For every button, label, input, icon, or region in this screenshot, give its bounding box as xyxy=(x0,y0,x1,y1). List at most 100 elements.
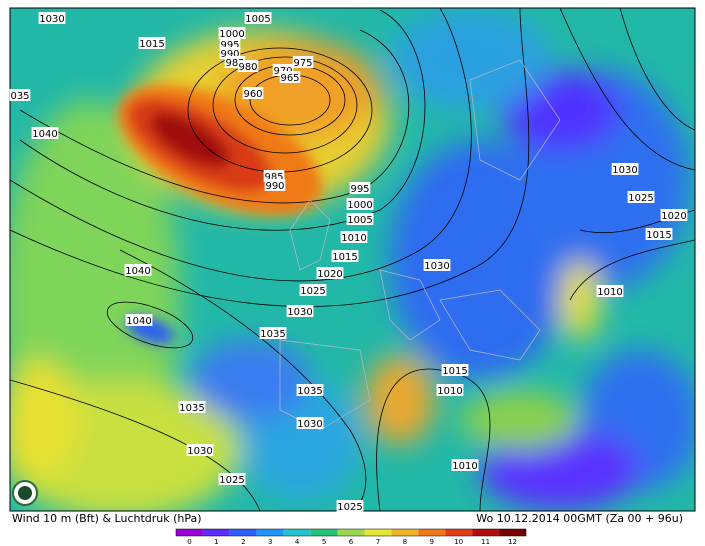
scale-label: 3 xyxy=(268,538,272,546)
scale-swatch xyxy=(364,529,392,536)
isobar-label-bg xyxy=(138,37,166,49)
scale-label: 10 xyxy=(454,538,463,546)
scale-label: 0 xyxy=(187,538,191,546)
wind-field xyxy=(10,8,695,511)
scale-swatch xyxy=(229,529,257,536)
isobar-label-bg xyxy=(125,314,153,326)
isobar-label: 1020 xyxy=(317,269,342,280)
isobar-label: 975 xyxy=(293,58,312,69)
isobar-label-bg xyxy=(218,473,246,485)
isobar-label: 1020 xyxy=(661,211,686,222)
isobar-label-bg xyxy=(237,60,259,72)
scale-swatch xyxy=(283,529,311,536)
isobar-label-bg xyxy=(186,444,214,456)
isobar-label-bg xyxy=(611,163,639,175)
scale-swatch xyxy=(202,529,230,536)
isobar-label: 1010 xyxy=(437,386,462,397)
isobar-label: 1010 xyxy=(341,233,366,244)
scale-label: 6 xyxy=(349,538,354,546)
isobar-label-bg xyxy=(627,191,655,203)
isobar-label-bg xyxy=(299,284,327,296)
isobar-label-bg xyxy=(423,259,451,271)
isobar-label: 1025 xyxy=(300,286,325,297)
isobar-label-bg xyxy=(436,384,464,396)
isobar-label-bg xyxy=(441,364,469,376)
isobar-label: 1025 xyxy=(628,193,653,204)
isobar-label: 1040 xyxy=(32,129,57,140)
isobar-label: 1030 xyxy=(424,261,449,272)
isobar-label: 985 xyxy=(264,172,283,183)
isobar-label: 990 xyxy=(220,49,239,60)
isobar-label-bg xyxy=(9,89,31,101)
scale-label: 12 xyxy=(508,538,517,546)
isobar-label: 1005 xyxy=(347,215,372,226)
isobar-label-bg xyxy=(336,500,364,512)
isobar-label: 995 xyxy=(350,184,369,195)
isobar-label-bg xyxy=(331,250,359,262)
isobars xyxy=(10,8,695,511)
isobar-label-bg xyxy=(244,12,272,24)
isobar-label-bg xyxy=(178,401,206,413)
isobar-label-bg xyxy=(451,459,479,471)
isobar-label-bg xyxy=(124,264,152,276)
scale-swatch xyxy=(337,529,365,536)
logo xyxy=(12,480,38,506)
isobar-label: 1030 xyxy=(612,165,637,176)
scale-swatch xyxy=(445,529,473,536)
isobar-label: 1030 xyxy=(287,307,312,318)
isobar-label: 1040 xyxy=(125,266,150,277)
isobar-label-bg xyxy=(645,228,673,240)
scale-label: 9 xyxy=(430,538,434,546)
isobar-label-bg xyxy=(218,27,246,39)
isobar-label-bg xyxy=(242,87,264,99)
isobar-label-bg xyxy=(264,179,286,191)
isobar-label-bg xyxy=(286,305,314,317)
scale-frame xyxy=(175,528,527,537)
isobar-label-bg xyxy=(349,182,371,194)
caption-right: Wo 10.12.2014 00GMT (Za 00 + 96u) xyxy=(476,512,683,525)
isobar-label: 1030 xyxy=(297,419,322,430)
isobar-label: 960 xyxy=(243,89,262,100)
scale-label: 8 xyxy=(403,538,407,546)
isobar-label: 1015 xyxy=(332,252,357,263)
isobar-label-bg xyxy=(296,417,324,429)
isobar-label: 1035 xyxy=(297,386,322,397)
isobar-label: 1040 xyxy=(126,316,151,327)
isobar-label: 965 xyxy=(280,73,299,84)
isobar-label-bg xyxy=(596,285,624,297)
scale-label: 1 xyxy=(214,538,218,546)
isobar-label-bg xyxy=(340,231,368,243)
isobar-label: 1000 xyxy=(347,200,372,211)
isobar-label: 1015 xyxy=(139,39,164,50)
scale-label: 11 xyxy=(481,538,490,546)
isobar-label: 980 xyxy=(238,62,257,73)
isobar-label: 035 xyxy=(10,91,29,102)
isobar-label-bg xyxy=(660,209,688,221)
isobar-label: 1025 xyxy=(337,502,362,513)
isobar-label: 1000 xyxy=(219,29,244,40)
scale-swatch xyxy=(418,529,446,536)
isobar-label: 995 xyxy=(220,40,239,51)
scale-label: 7 xyxy=(376,538,380,546)
isobar-label-bg xyxy=(292,56,314,68)
scale-label: 2 xyxy=(241,538,245,546)
scale-label: 4 xyxy=(295,538,300,546)
scale-swatch xyxy=(176,529,203,536)
scale-swatch xyxy=(310,529,338,536)
caption-left: Wind 10 m (Bft) & Luchtdruk (hPa) xyxy=(12,512,202,525)
isobar-label: 1030 xyxy=(187,446,212,457)
isobar-label-bg xyxy=(316,267,344,279)
isobar-label-bg xyxy=(346,213,374,225)
isobar-label: 1015 xyxy=(442,366,467,377)
isobar-label: 990 xyxy=(265,181,284,192)
isobar-label: 1030 xyxy=(39,14,64,25)
isobar-label: 1035 xyxy=(260,329,285,340)
isobar-label-bg xyxy=(296,384,324,396)
scale-swatch xyxy=(499,529,526,536)
isobar-label-bg xyxy=(279,71,301,83)
isobar-label-bg xyxy=(346,198,374,210)
isobar-label: 1035 xyxy=(179,403,204,414)
scale-label: 5 xyxy=(322,538,326,546)
